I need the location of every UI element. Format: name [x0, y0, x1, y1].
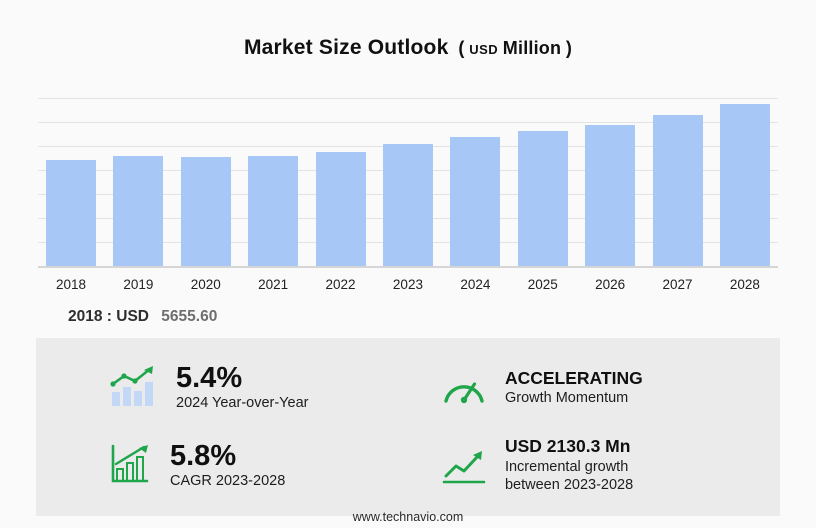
x-tick-2019: 2019	[123, 277, 154, 292]
bar-2027	[652, 115, 703, 266]
bar-column-2018	[46, 94, 96, 266]
stats-panel: 5.4% 2024 Year-over-Year ACCELERATING Gr…	[36, 338, 780, 516]
x-tick-2021: 2021	[258, 277, 289, 292]
base-year-annotation: 2018 : USD 5655.60	[68, 308, 816, 326]
stat-yoy-growth: 5.4% 2024 Year-over-Year	[106, 361, 441, 412]
bar-2024	[450, 137, 501, 266]
bar-column-2022	[315, 94, 366, 266]
title-unit: Million	[502, 38, 562, 58]
title-paren-close: )	[565, 38, 573, 58]
stat-incremental-growth: USD 2130.3 Mn Incremental growth between…	[441, 436, 760, 494]
bar-column-2025	[517, 94, 568, 266]
bar-column-2020	[180, 94, 231, 266]
stat-cagr: 5.8% CAGR 2023-2028	[106, 439, 441, 490]
x-tick-2027: 2027	[662, 277, 693, 292]
yoy-growth-caption: 2024 Year-over-Year	[176, 395, 309, 412]
speedometer-icon	[441, 369, 487, 405]
x-tick-2028: 2028	[729, 277, 760, 292]
website-url: www.technavio.com	[352, 510, 464, 524]
incremental-value: USD 2130.3 Mn	[504, 435, 631, 456]
x-tick-2023: 2023	[392, 277, 423, 292]
momentum-caption: Growth Momentum	[504, 390, 629, 407]
cagr-chart-icon	[106, 442, 152, 488]
bar-columns	[38, 94, 778, 266]
bar-2020	[180, 157, 231, 266]
market-size-bar-chart: 2018 2019 2020 2021 2022 2023 2024 2025 2026 2027…	[38, 94, 778, 292]
stat-momentum: ACCELERATING Growth Momentum	[441, 368, 760, 406]
yoy-bar-trend-icon	[106, 364, 158, 410]
incremental-growth-icon	[441, 444, 487, 486]
chart-title: Market Size Outlook	[243, 36, 449, 59]
bar-2021	[248, 156, 299, 266]
bar-column-2021	[248, 94, 299, 266]
x-axis-labels: 2018 2019 2020 2021 2022 2023 2024 2025 2026 2027…	[38, 277, 778, 292]
cagr-value: 5.8%	[170, 439, 237, 472]
x-tick-2022: 2022	[325, 277, 356, 292]
x-tick-2024: 2024	[460, 277, 491, 292]
yoy-growth-value: 5.4%	[176, 361, 243, 394]
momentum-value: ACCELERATING	[504, 367, 643, 388]
page-title: Market Size Outlook ( USD Million )	[0, 0, 816, 60]
bar-column-2019	[113, 94, 164, 266]
incremental-caption: Incremental growth between 2023-2028	[504, 458, 634, 494]
plot-area	[38, 94, 778, 268]
bar-column-2023	[382, 94, 433, 266]
bar-column-2026	[585, 94, 636, 266]
x-tick-2025: 2025	[527, 277, 558, 292]
bar-column-2024	[450, 94, 501, 266]
x-tick-2020: 2020	[190, 277, 221, 292]
bar-2025	[517, 131, 568, 266]
bar-column-2028	[719, 94, 770, 266]
x-tick-2018: 2018	[55, 277, 87, 292]
bar-2022	[315, 152, 366, 266]
cagr-caption: CAGR 2023-2028	[170, 473, 286, 490]
bar-2026	[585, 125, 636, 266]
title-currency: USD	[469, 42, 499, 57]
bar-2023	[382, 144, 433, 266]
bar-2019	[113, 156, 164, 266]
bar-2018	[46, 160, 96, 266]
base-year-value: 5655.60	[161, 308, 218, 325]
title-paren-open: (	[453, 38, 465, 58]
bar-2028	[719, 104, 770, 266]
bar-column-2027	[652, 94, 703, 266]
base-year-label: 2018 : USD	[68, 308, 149, 325]
x-tick-2026: 2026	[595, 277, 626, 292]
